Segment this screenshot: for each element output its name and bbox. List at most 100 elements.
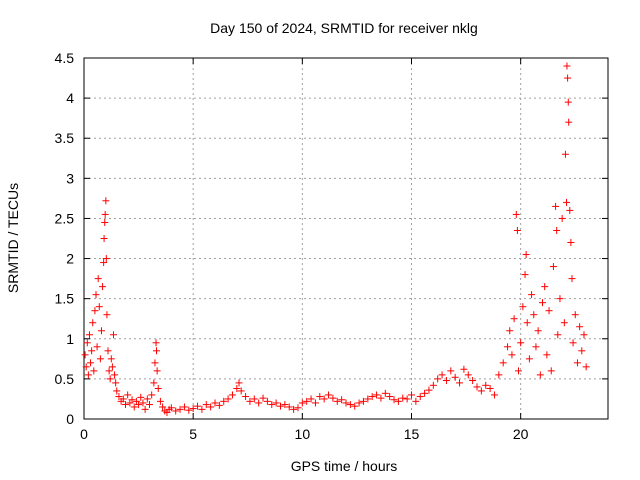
data-point xyxy=(522,251,530,259)
data-point xyxy=(561,150,569,158)
data-point xyxy=(207,403,215,411)
data-point xyxy=(250,395,258,403)
data-point xyxy=(377,394,385,402)
data-point xyxy=(108,363,116,371)
data-point xyxy=(92,291,100,299)
data-point xyxy=(355,399,363,407)
data-point xyxy=(506,327,514,335)
data-point xyxy=(469,376,477,384)
data-point xyxy=(560,319,568,327)
data-point xyxy=(180,403,188,411)
data-point xyxy=(90,367,98,375)
data-point xyxy=(499,359,507,367)
data-point xyxy=(81,351,89,359)
data-point xyxy=(285,403,293,411)
data-point xyxy=(514,367,522,375)
data-point xyxy=(151,359,159,367)
data-point xyxy=(525,355,533,363)
y-tick-label: 4.5 xyxy=(55,50,75,66)
data-point xyxy=(438,371,446,379)
data-point xyxy=(259,394,267,402)
data-point xyxy=(416,393,424,401)
data-point xyxy=(215,401,223,409)
data-point xyxy=(311,399,319,407)
data-point xyxy=(242,393,250,401)
data-point xyxy=(150,379,158,387)
data-point xyxy=(202,401,210,409)
data-point xyxy=(167,404,175,412)
data-point xyxy=(228,391,236,399)
data-point xyxy=(106,375,114,383)
data-point xyxy=(513,226,521,234)
data-point xyxy=(96,355,104,363)
data-point xyxy=(83,339,91,347)
y-tick-label: 3 xyxy=(66,170,74,186)
data-point xyxy=(211,399,219,407)
x-tick-label: 10 xyxy=(295,426,311,442)
data-point xyxy=(153,367,161,375)
data-point xyxy=(91,307,99,315)
x-tick-label: 15 xyxy=(404,426,420,442)
data-point xyxy=(237,387,245,395)
data-point xyxy=(325,391,333,399)
data-point xyxy=(298,399,306,407)
data-point xyxy=(530,311,538,319)
data-point xyxy=(176,405,184,413)
y-tick-label: 3.5 xyxy=(55,130,75,146)
data-point xyxy=(373,391,381,399)
plot-frame xyxy=(83,57,609,420)
data-point xyxy=(342,399,350,407)
data-point xyxy=(381,389,389,397)
data-point xyxy=(303,397,311,405)
data-point xyxy=(146,401,153,409)
data-point xyxy=(486,385,494,393)
data-point xyxy=(508,351,516,359)
data-point xyxy=(545,307,553,315)
data-point xyxy=(246,397,254,405)
data-point xyxy=(99,283,107,291)
data-point xyxy=(543,351,551,359)
data-point xyxy=(547,367,555,375)
data-point xyxy=(154,385,162,393)
data-point xyxy=(368,393,376,401)
y-tick-label: 2 xyxy=(66,251,74,267)
data-point xyxy=(128,396,136,404)
data-point xyxy=(143,395,151,403)
data-point xyxy=(346,401,354,409)
data-point xyxy=(425,386,433,394)
data-point xyxy=(103,311,111,319)
data-point xyxy=(442,376,450,384)
y-tick-label: 1 xyxy=(66,331,74,347)
grid xyxy=(84,58,608,419)
data-point xyxy=(148,391,156,399)
data-point xyxy=(316,393,324,401)
data-point xyxy=(102,255,110,263)
data-point xyxy=(412,397,420,405)
y-tick-label: 1.5 xyxy=(55,291,75,307)
data-point xyxy=(88,347,96,355)
data-point xyxy=(504,343,512,351)
data-point xyxy=(359,397,367,405)
data-point xyxy=(93,343,101,351)
data-point xyxy=(563,198,571,206)
data-point xyxy=(320,395,328,403)
data-point xyxy=(534,327,542,335)
data-point xyxy=(156,397,164,405)
data-point xyxy=(564,74,572,82)
data-point xyxy=(558,214,566,222)
data-point xyxy=(152,347,160,355)
data-point xyxy=(477,387,485,395)
data-point xyxy=(521,271,529,279)
data-point xyxy=(517,339,525,347)
data-point xyxy=(490,391,498,399)
data-point xyxy=(536,371,544,379)
data-point xyxy=(87,359,95,367)
data-point xyxy=(421,389,429,397)
data-point xyxy=(386,393,394,401)
data-point xyxy=(121,401,129,409)
data-point xyxy=(290,405,298,413)
x-tick-label: 5 xyxy=(189,426,197,442)
data-point xyxy=(112,379,120,387)
data-point xyxy=(351,402,359,410)
